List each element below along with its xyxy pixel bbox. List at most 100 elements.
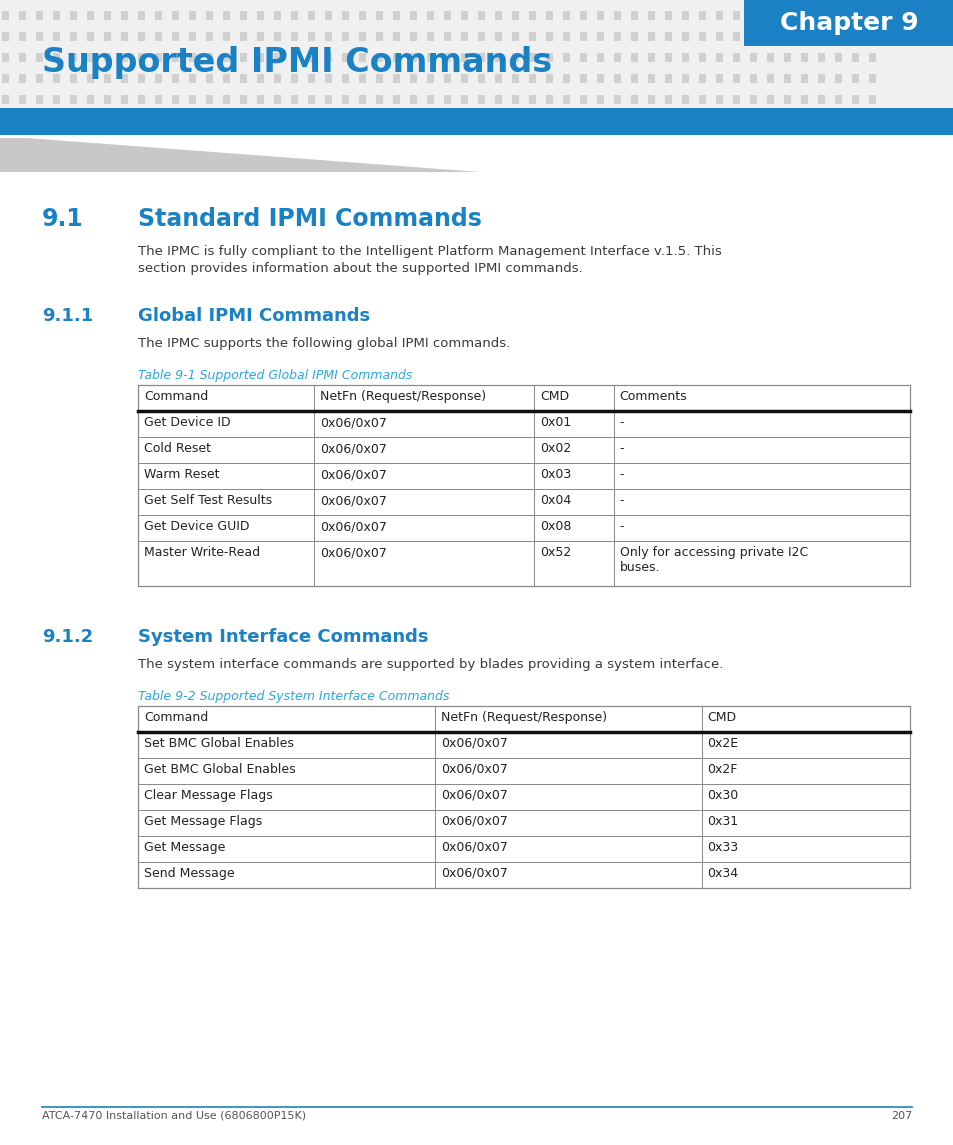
Bar	[732, 95, 740, 104]
Text: Only for accessing private I2C
buses.: Only for accessing private I2C buses.	[618, 546, 807, 574]
Bar	[529, 53, 536, 62]
Bar	[868, 53, 875, 62]
Bar	[223, 32, 230, 41]
Bar	[19, 32, 26, 41]
Bar	[716, 11, 722, 19]
Bar	[70, 11, 77, 19]
Text: NetFn (Request/Response): NetFn (Request/Response)	[319, 390, 486, 403]
Text: 0x06/0x07: 0x06/0x07	[319, 416, 387, 429]
Bar	[2, 74, 9, 82]
Bar	[223, 74, 230, 82]
Bar	[562, 74, 569, 82]
Text: Get Device GUID: Get Device GUID	[144, 520, 250, 534]
Bar	[614, 74, 620, 82]
Bar	[647, 11, 655, 19]
Bar	[630, 32, 638, 41]
Bar	[443, 53, 451, 62]
Bar	[19, 53, 26, 62]
Bar	[0, 108, 953, 136]
Bar	[121, 95, 128, 104]
Bar	[427, 53, 434, 62]
Bar	[460, 95, 468, 104]
Bar	[53, 95, 60, 104]
Text: 0x01: 0x01	[539, 416, 571, 429]
Bar	[851, 32, 858, 41]
Bar	[529, 74, 536, 82]
Bar	[87, 53, 94, 62]
Bar	[410, 32, 416, 41]
Bar	[138, 74, 145, 82]
Bar	[104, 53, 111, 62]
Bar	[138, 385, 909, 586]
Bar	[341, 53, 349, 62]
Text: 0x31: 0x31	[707, 815, 738, 828]
Bar	[716, 95, 722, 104]
Bar	[851, 95, 858, 104]
Bar	[308, 74, 314, 82]
Bar	[172, 11, 179, 19]
Bar	[783, 32, 790, 41]
Bar	[545, 32, 553, 41]
Bar	[341, 32, 349, 41]
Bar	[614, 95, 620, 104]
Bar	[851, 74, 858, 82]
Bar	[716, 32, 722, 41]
Bar	[529, 11, 536, 19]
Bar	[206, 53, 213, 62]
Bar	[240, 32, 247, 41]
Text: section provides information about the supported IPMI commands.: section provides information about the s…	[138, 262, 582, 275]
Bar	[630, 74, 638, 82]
Text: 9.1: 9.1	[42, 207, 84, 231]
Bar	[766, 95, 773, 104]
Bar	[868, 32, 875, 41]
Bar	[614, 53, 620, 62]
Bar	[766, 53, 773, 62]
Bar	[341, 95, 349, 104]
Bar	[87, 74, 94, 82]
Bar	[664, 74, 671, 82]
Text: 9.1.1: 9.1.1	[42, 307, 93, 325]
Text: 0x03: 0x03	[539, 468, 571, 481]
Bar	[647, 74, 655, 82]
Text: The IPMC supports the following global IPMI commands.: The IPMC supports the following global I…	[138, 337, 510, 350]
Bar	[681, 53, 688, 62]
Text: The IPMC is fully compliant to the Intelligent Platform Management Interface v.1: The IPMC is fully compliant to the Intel…	[138, 245, 721, 258]
Bar	[614, 11, 620, 19]
Text: Table 9-1 Supported Global IPMI Commands: Table 9-1 Supported Global IPMI Commands	[138, 369, 412, 382]
Bar	[427, 11, 434, 19]
Bar	[223, 11, 230, 19]
Bar	[121, 53, 128, 62]
Text: -: -	[618, 442, 623, 455]
Bar	[240, 95, 247, 104]
Bar	[545, 95, 553, 104]
Bar	[138, 32, 145, 41]
Text: Standard IPMI Commands: Standard IPMI Commands	[138, 207, 481, 231]
Bar	[630, 95, 638, 104]
Bar	[817, 53, 824, 62]
Bar	[19, 95, 26, 104]
Bar	[206, 74, 213, 82]
Text: Command: Command	[144, 711, 208, 724]
Bar	[630, 53, 638, 62]
Bar	[868, 11, 875, 19]
Text: Supported IPMI Commands: Supported IPMI Commands	[42, 46, 552, 79]
Bar	[19, 11, 26, 19]
Bar	[274, 32, 281, 41]
Bar	[154, 74, 162, 82]
Text: 0x06/0x07: 0x06/0x07	[319, 442, 387, 455]
Bar	[104, 32, 111, 41]
Bar	[834, 95, 841, 104]
Bar	[172, 32, 179, 41]
Bar	[681, 74, 688, 82]
Bar	[291, 11, 297, 19]
Bar	[851, 53, 858, 62]
Bar	[443, 32, 451, 41]
Bar	[477, 11, 484, 19]
Bar	[460, 74, 468, 82]
Text: Table 9-2 Supported System Interface Commands: Table 9-2 Supported System Interface Com…	[138, 690, 449, 703]
Bar	[801, 95, 807, 104]
Bar	[749, 95, 757, 104]
Bar	[664, 95, 671, 104]
Bar	[274, 95, 281, 104]
Bar	[308, 32, 314, 41]
